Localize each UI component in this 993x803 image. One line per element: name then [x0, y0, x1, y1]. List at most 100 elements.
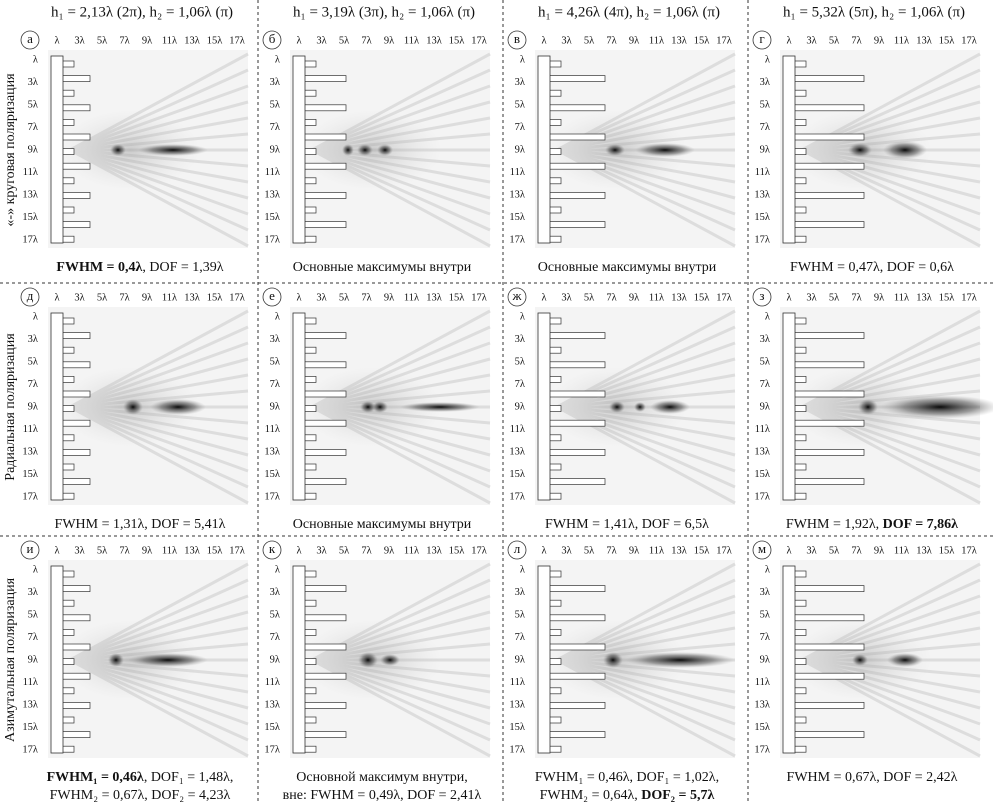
x-tick-label: 15λ	[694, 545, 711, 556]
focal-spot	[360, 401, 376, 413]
tooth	[548, 60, 562, 68]
tooth	[303, 570, 317, 578]
panel-letter: г	[759, 31, 764, 46]
tooth	[303, 75, 347, 82]
focal-spot	[603, 652, 623, 668]
tooth	[303, 162, 347, 170]
tooth	[61, 629, 75, 636]
x-tick-label: 17λ	[229, 35, 246, 46]
y-tick-label: 7λ	[28, 379, 39, 390]
y-tick-label: 9λ	[515, 401, 526, 412]
substrate	[537, 312, 551, 501]
tooth	[793, 162, 865, 170]
caption: Основные максимумы внутри	[538, 260, 717, 275]
x-tick-label: 9λ	[874, 35, 885, 46]
x-tick-label: 17λ	[471, 35, 488, 46]
panel-letter-circle	[507, 30, 527, 50]
y-tick-label: λ	[33, 54, 39, 65]
tooth	[303, 492, 317, 500]
x-tick-label: λ	[54, 545, 60, 556]
tooth	[548, 745, 562, 753]
panel-letter: к	[269, 541, 276, 556]
tooth	[303, 317, 317, 325]
tooth	[303, 148, 317, 155]
y-tick-label: 17λ	[754, 234, 771, 245]
x-tick-label: 3λ	[74, 35, 85, 46]
panel-letter-circle	[262, 540, 282, 560]
tooth	[548, 390, 606, 398]
x-tick-label: 7λ	[119, 545, 130, 556]
substrate	[292, 312, 306, 501]
tooth	[61, 192, 91, 199]
x-tick-label: 11λ	[894, 292, 910, 303]
x-tick-label: 13λ	[426, 292, 443, 303]
y-tick-label: λ	[765, 311, 771, 322]
y-tick-label: 17λ	[754, 744, 771, 755]
x-tick-label: 7λ	[606, 35, 617, 46]
y-tick-label: 11λ	[755, 167, 771, 178]
focal-spot	[625, 652, 735, 668]
tooth	[793, 745, 807, 753]
caption-segment: Основные максимумы внутри	[538, 260, 717, 275]
y-tick-label: 9λ	[270, 654, 281, 665]
tooth	[61, 317, 75, 325]
tooth	[303, 332, 347, 339]
tooth	[793, 60, 807, 68]
tooth	[303, 235, 317, 243]
tooth	[303, 745, 317, 753]
y-tick-label: 17λ	[509, 491, 526, 502]
caption-segment: FWHM₁ = 0,46λ, DOF₁ = 1,02λ,	[535, 770, 719, 785]
x-tick-label: 15λ	[449, 292, 466, 303]
tooth	[548, 75, 606, 82]
caption: Основной максимум внутри,	[296, 770, 467, 785]
y-tick-label: 17λ	[509, 234, 526, 245]
tooth	[548, 104, 606, 112]
y-tick-label: 13λ	[509, 446, 526, 457]
y-tick-label: 3λ	[760, 334, 771, 345]
caption: FWHM = 1,31λ, DOF = 5,41λ	[55, 517, 226, 532]
caption: FWHM = 1,92λ, DOF = 7,86λ	[786, 517, 958, 532]
x-tick-label: 17λ	[229, 545, 246, 556]
x-tick-label: 17λ	[716, 35, 733, 46]
substrate	[292, 55, 306, 244]
x-tick-label: 5λ	[97, 545, 108, 556]
y-tick-label: 13λ	[22, 699, 39, 710]
x-tick-label: 17λ	[716, 292, 733, 303]
caption: FWHM = 0,47λ, DOF = 0,6λ	[790, 260, 954, 275]
x-tick-label: 9λ	[629, 35, 640, 46]
tooth	[793, 658, 807, 665]
caption-segment: FWHM = 0,4λ	[56, 260, 142, 275]
x-tick-label: λ	[54, 35, 60, 46]
tooth	[548, 478, 606, 485]
y-tick-label: 13λ	[509, 699, 526, 710]
tooth	[303, 449, 347, 456]
focal-spot	[634, 402, 646, 412]
x-tick-label: 17λ	[471, 292, 488, 303]
tooth	[548, 177, 562, 185]
x-tick-label: 3λ	[316, 545, 327, 556]
x-tick-label: 13λ	[184, 292, 201, 303]
x-tick-label: λ	[54, 292, 60, 303]
caption: Основные максимумы внутри	[293, 260, 472, 275]
caption-segment: FWHM₂ = 0,67λ, DOF₂ = 4,23λ	[50, 788, 231, 803]
x-tick-label: 17λ	[716, 545, 733, 556]
haze	[60, 110, 200, 190]
caption-segment: FWHM₁ = 0,46λ	[47, 770, 144, 785]
x-tick-label: 3λ	[316, 292, 327, 303]
y-tick-label: 13λ	[22, 446, 39, 457]
tooth	[793, 206, 807, 214]
panel-letter: м	[758, 541, 766, 556]
tooth	[548, 492, 562, 500]
x-tick-label: 5λ	[97, 292, 108, 303]
tooth	[303, 599, 317, 607]
row-label: Радиальная поляризация	[3, 333, 18, 481]
column-header: h₁ = 2,13λ (2π), h₂ = 1,06λ (π)	[51, 4, 233, 20]
substrate	[782, 565, 796, 754]
tooth	[793, 192, 865, 199]
tooth	[793, 148, 807, 155]
tooth	[303, 104, 347, 112]
x-tick-label: 3λ	[316, 35, 327, 46]
panel: б λλ3λ3λ5λ5λ7λ7λ9λ9λ11λ11λ13λ13λ15λ15λ17λ…	[262, 30, 491, 275]
x-tick-label: 7λ	[119, 292, 130, 303]
x-tick-label: λ	[296, 545, 302, 556]
